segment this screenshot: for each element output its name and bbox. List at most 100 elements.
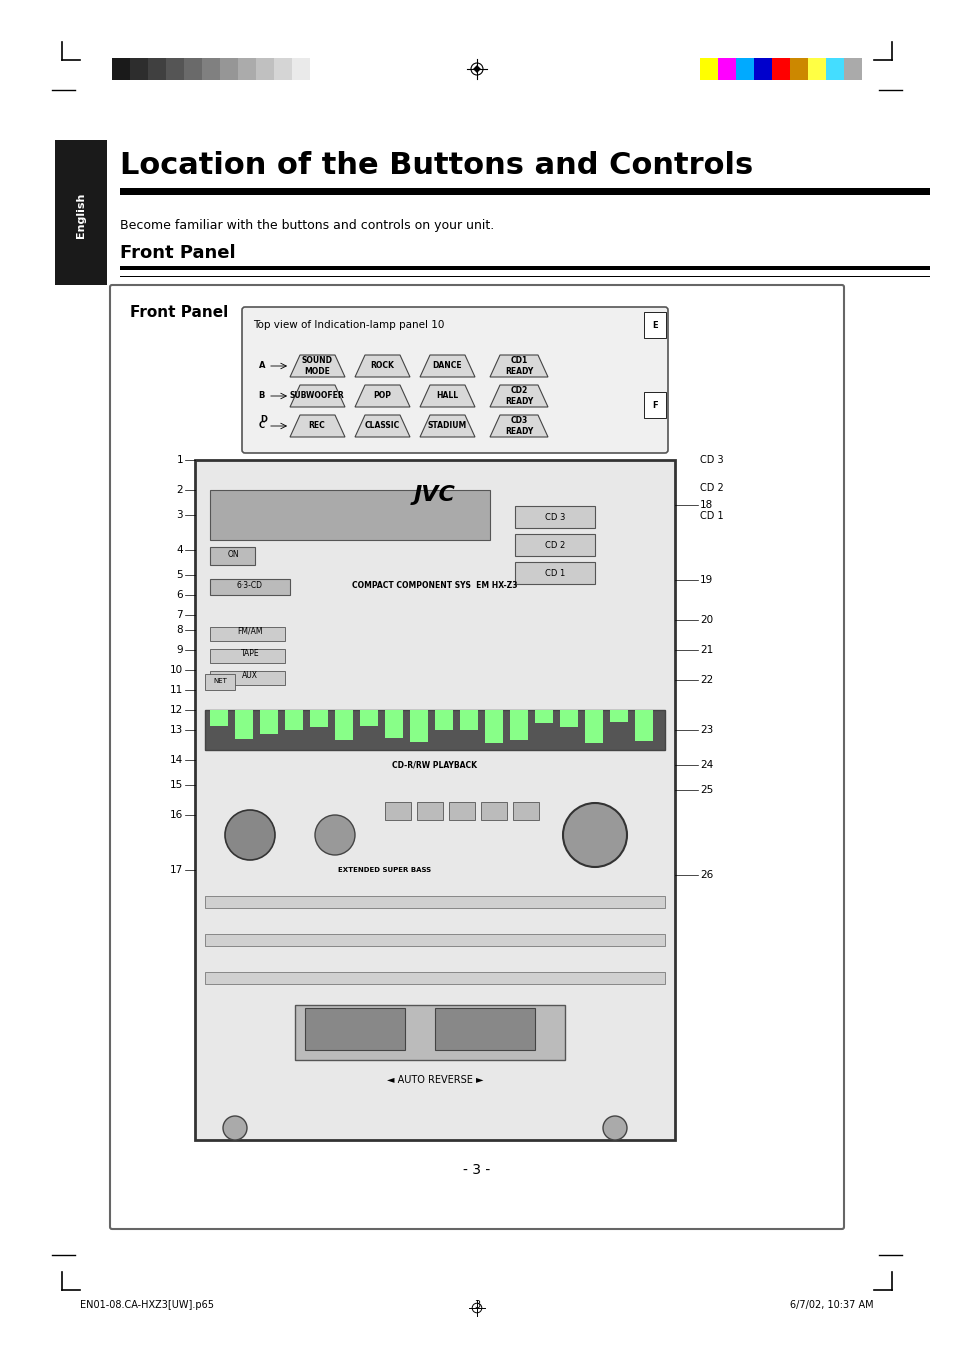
- Circle shape: [223, 1116, 247, 1140]
- Text: COMPACT COMPONENT SYS  EM HX-Z3: COMPACT COMPONENT SYS EM HX-Z3: [352, 581, 517, 589]
- Text: REC: REC: [309, 422, 325, 431]
- Text: ON: ON: [227, 550, 238, 559]
- Text: 6·3-CD: 6·3-CD: [236, 581, 263, 590]
- Bar: [210, 490, 490, 540]
- Text: EN01-08.CA-HXZ3[UW].p65: EN01-08.CA-HXZ3[UW].p65: [80, 1300, 213, 1310]
- Bar: [210, 711, 228, 725]
- Text: ◄ AUTO REVERSE ►: ◄ AUTO REVERSE ►: [386, 1075, 483, 1085]
- Bar: [130, 58, 148, 80]
- Bar: [385, 802, 411, 820]
- Text: JVC: JVC: [414, 485, 456, 505]
- Bar: [635, 711, 652, 740]
- Text: AUX: AUX: [242, 671, 257, 680]
- Bar: [515, 534, 595, 557]
- Bar: [771, 58, 789, 80]
- Bar: [260, 711, 277, 734]
- Text: CLASSIC: CLASSIC: [364, 422, 399, 431]
- Bar: [205, 674, 234, 690]
- Text: 9: 9: [176, 644, 183, 655]
- Bar: [385, 711, 402, 738]
- Text: 6/7/02, 10:37 AM: 6/7/02, 10:37 AM: [789, 1300, 873, 1310]
- Text: CD-R/RW PLAYBACK: CD-R/RW PLAYBACK: [392, 761, 477, 770]
- Bar: [789, 58, 807, 80]
- Text: 5: 5: [176, 570, 183, 580]
- Text: 2: 2: [176, 485, 183, 494]
- Text: POP: POP: [373, 392, 391, 400]
- Text: 6: 6: [176, 590, 183, 600]
- Bar: [210, 671, 285, 685]
- Bar: [310, 58, 328, 80]
- Bar: [825, 58, 843, 80]
- Bar: [55, 141, 107, 285]
- Bar: [410, 711, 428, 742]
- Text: 11: 11: [170, 685, 183, 694]
- Text: 1: 1: [176, 455, 183, 465]
- Bar: [210, 627, 285, 640]
- Text: 16: 16: [170, 811, 183, 820]
- Text: 3: 3: [176, 509, 183, 520]
- Polygon shape: [419, 385, 475, 407]
- Bar: [148, 58, 166, 80]
- Text: FM/AM: FM/AM: [237, 627, 262, 636]
- Text: 14: 14: [170, 755, 183, 765]
- Text: D: D: [260, 416, 267, 424]
- Bar: [255, 58, 274, 80]
- Bar: [120, 188, 929, 195]
- Text: F: F: [652, 400, 658, 409]
- Text: 19: 19: [700, 576, 713, 585]
- Bar: [166, 58, 184, 80]
- Text: Become familiar with the buttons and controls on your unit.: Become familiar with the buttons and con…: [120, 219, 494, 231]
- Bar: [305, 1008, 405, 1050]
- Text: Front Panel: Front Panel: [120, 245, 235, 262]
- Bar: [202, 58, 220, 80]
- Text: 13: 13: [170, 725, 183, 735]
- Bar: [205, 971, 664, 984]
- Text: 21: 21: [700, 644, 713, 655]
- Polygon shape: [355, 355, 410, 377]
- Bar: [416, 802, 442, 820]
- Text: EXTENDED SUPER BASS: EXTENDED SUPER BASS: [338, 867, 431, 873]
- Bar: [513, 802, 538, 820]
- Text: 24: 24: [700, 761, 713, 770]
- Bar: [220, 58, 237, 80]
- Text: E: E: [652, 320, 658, 330]
- Bar: [234, 711, 253, 739]
- Text: CD2
READY: CD2 READY: [504, 386, 533, 405]
- Text: A: A: [258, 362, 265, 370]
- Text: CD3
READY: CD3 READY: [504, 416, 533, 436]
- Text: - 3 -: - 3 -: [463, 1163, 490, 1177]
- Polygon shape: [490, 355, 547, 377]
- Bar: [535, 711, 553, 723]
- Bar: [205, 934, 664, 946]
- Text: 25: 25: [700, 785, 713, 794]
- Bar: [459, 711, 477, 730]
- Text: CD 1: CD 1: [544, 569, 564, 577]
- Bar: [237, 58, 255, 80]
- Polygon shape: [473, 65, 480, 73]
- Bar: [510, 711, 527, 740]
- Bar: [210, 580, 290, 594]
- Circle shape: [602, 1116, 626, 1140]
- Polygon shape: [290, 415, 345, 436]
- Text: STADIUM: STADIUM: [427, 422, 466, 431]
- Bar: [718, 58, 735, 80]
- Text: 3: 3: [474, 1300, 479, 1310]
- Text: 23: 23: [700, 725, 713, 735]
- Text: 8: 8: [176, 626, 183, 635]
- Text: 7: 7: [176, 611, 183, 620]
- Bar: [210, 648, 285, 663]
- Circle shape: [314, 815, 355, 855]
- Bar: [435, 711, 453, 730]
- Text: TAPE: TAPE: [240, 648, 259, 658]
- Polygon shape: [419, 415, 475, 436]
- Bar: [112, 58, 130, 80]
- Bar: [359, 711, 377, 725]
- Text: CD 3: CD 3: [544, 512, 564, 521]
- Bar: [480, 802, 506, 820]
- Text: SOUND
MODE: SOUND MODE: [301, 357, 333, 376]
- Text: C: C: [258, 422, 265, 431]
- Circle shape: [225, 811, 274, 861]
- Bar: [210, 547, 254, 565]
- Polygon shape: [419, 355, 475, 377]
- Circle shape: [562, 802, 626, 867]
